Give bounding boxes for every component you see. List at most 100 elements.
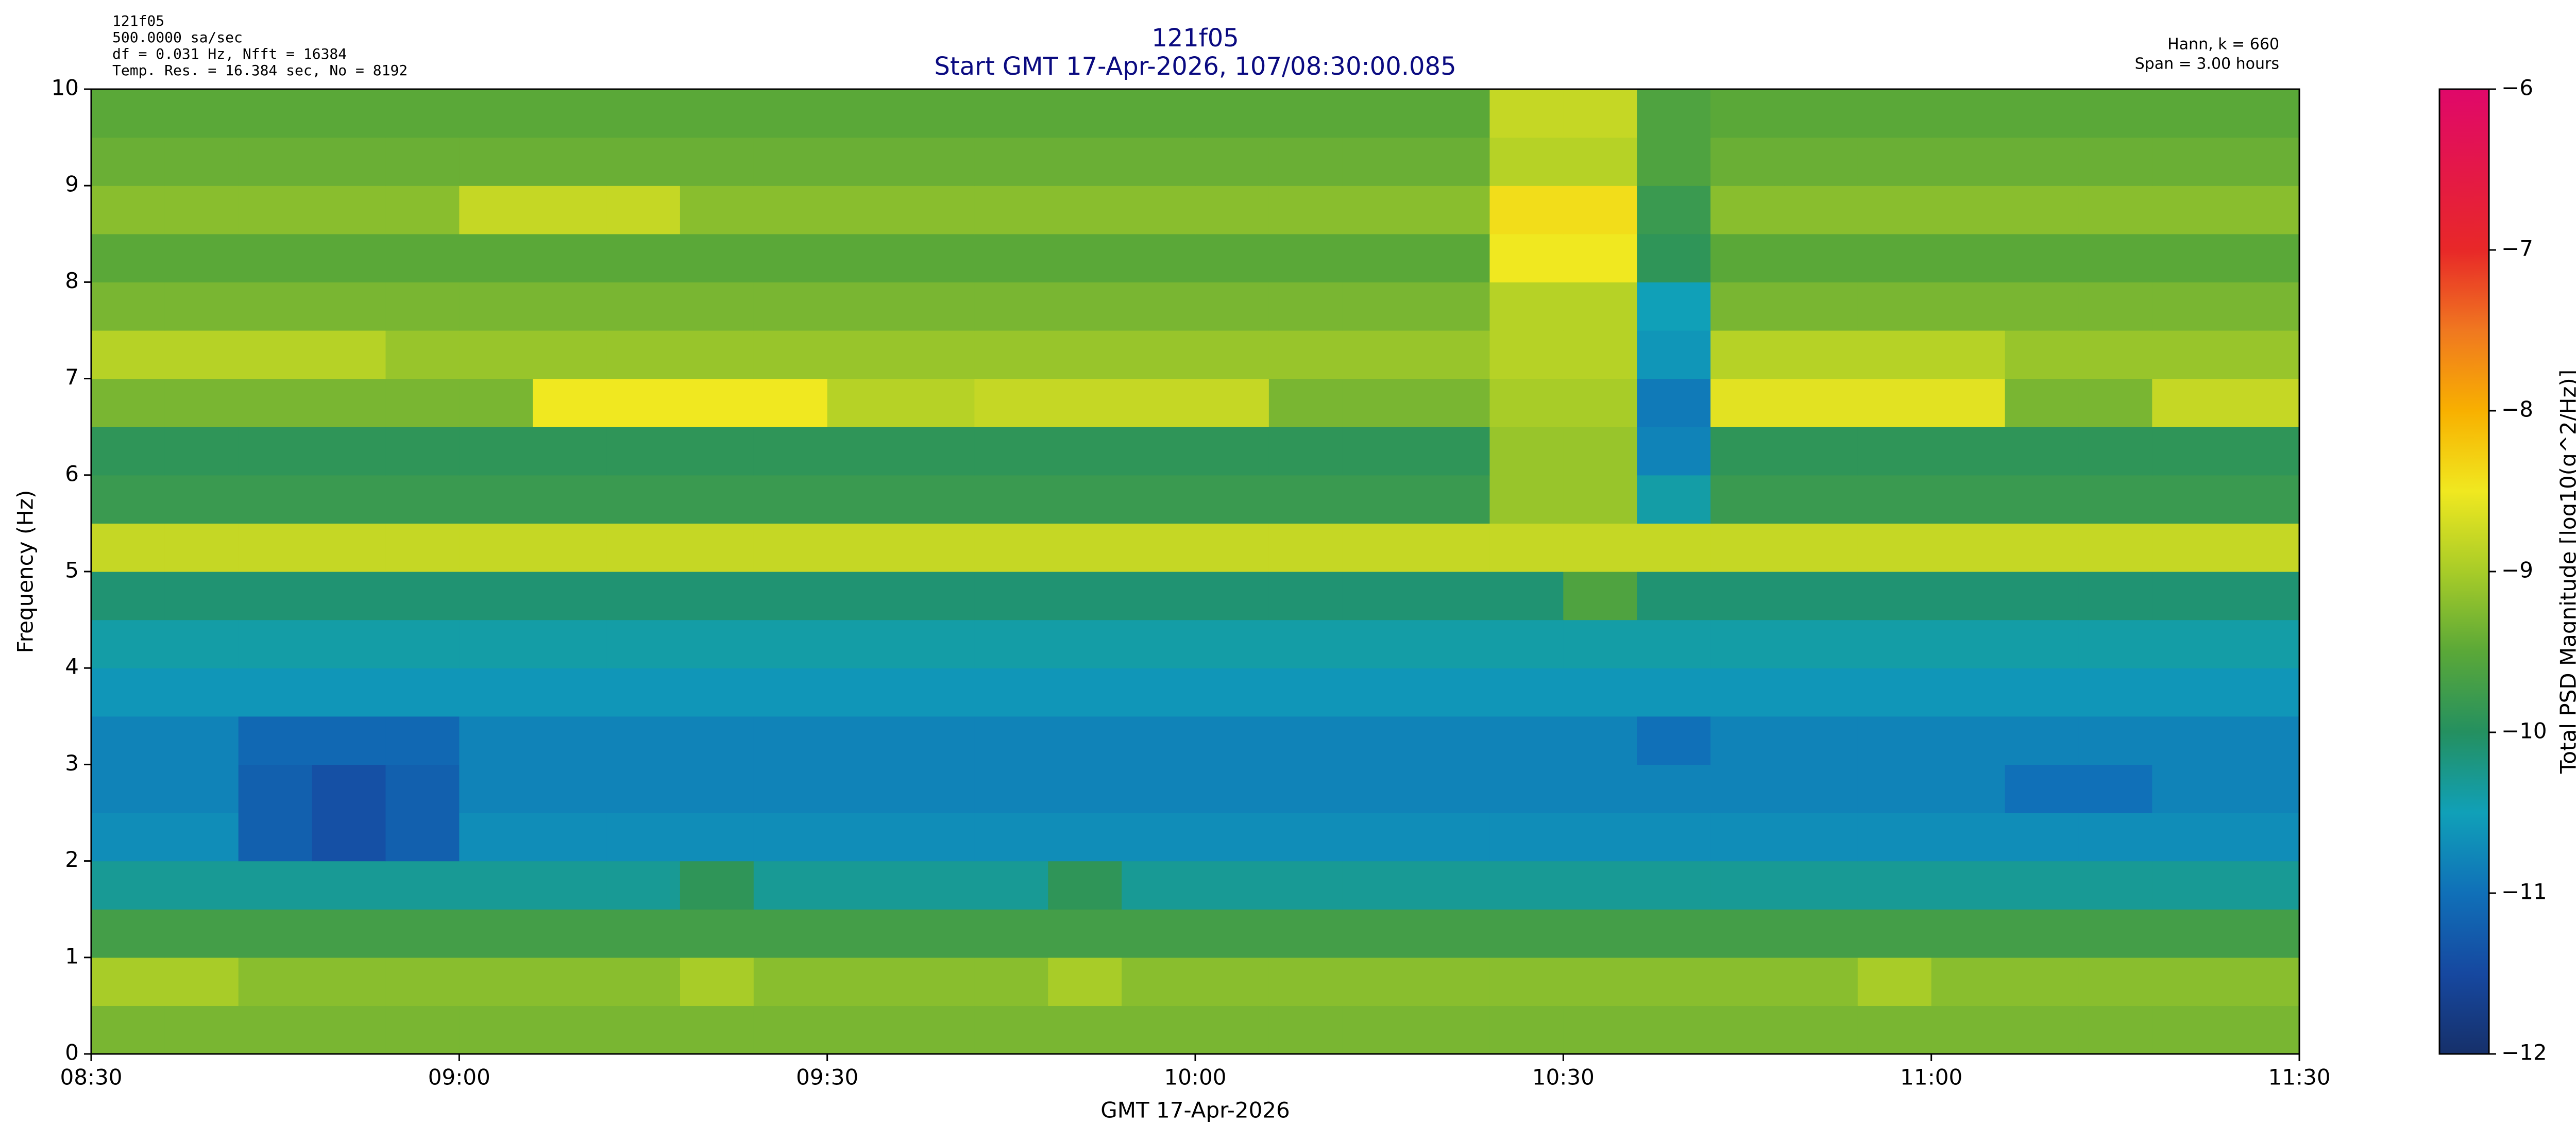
heatmap-cell bbox=[1710, 427, 1785, 476]
heatmap-cell bbox=[459, 523, 533, 572]
heatmap-cell bbox=[901, 137, 975, 186]
info-left: df = 0.031 Hz, Nfft = 16384 bbox=[112, 45, 347, 62]
heatmap-cell bbox=[1931, 716, 2006, 765]
heatmap-cell bbox=[1710, 282, 1785, 331]
y-tick-label: 9 bbox=[65, 172, 79, 197]
heatmap-cell bbox=[2005, 813, 2079, 862]
heatmap-cell bbox=[1637, 1005, 1711, 1054]
heatmap-cell bbox=[680, 282, 754, 331]
heatmap-cell bbox=[1342, 668, 1417, 717]
heatmap-cell bbox=[606, 764, 681, 813]
heatmap-cell bbox=[2152, 378, 2226, 427]
heatmap-cell bbox=[1637, 572, 1711, 621]
heatmap-cell bbox=[533, 764, 607, 813]
heatmap-cell bbox=[533, 186, 607, 234]
heatmap-cell bbox=[2226, 716, 2300, 765]
heatmap-cell bbox=[1710, 909, 1785, 958]
colorbar-tick-label: −9 bbox=[2501, 558, 2533, 583]
heatmap-cell bbox=[312, 813, 386, 862]
heatmap-cell bbox=[2005, 378, 2079, 427]
heatmap-cell bbox=[1784, 330, 1858, 379]
colorbar-label: Total PSD Magnitude [log10(g^2/Hz)] bbox=[2556, 370, 2576, 774]
heatmap-cell bbox=[91, 957, 165, 1006]
heatmap-cell bbox=[1195, 137, 1269, 186]
heatmap-cell bbox=[312, 619, 386, 668]
heatmap-cell bbox=[1563, 523, 1637, 572]
heatmap-cell bbox=[91, 282, 165, 331]
heatmap-cell bbox=[1489, 523, 1564, 572]
heatmap-cell bbox=[1195, 861, 1269, 910]
heatmap-cell bbox=[606, 957, 681, 1006]
y-tick-label: 4 bbox=[65, 654, 79, 679]
heatmap-cell bbox=[1489, 957, 1564, 1006]
heatmap-cell bbox=[1563, 668, 1637, 717]
heatmap-cell bbox=[1931, 1005, 2006, 1054]
heatmap-cell bbox=[2226, 957, 2300, 1006]
heatmap-cell bbox=[1489, 764, 1564, 813]
heatmap-cell bbox=[1710, 716, 1785, 765]
heatmap-cell bbox=[1931, 957, 2006, 1006]
heatmap-cell bbox=[1048, 330, 1122, 379]
heatmap-cell bbox=[1268, 233, 1343, 282]
heatmap-cell bbox=[753, 282, 828, 331]
heatmap-cell bbox=[2152, 861, 2226, 910]
heatmap-cell bbox=[827, 572, 902, 621]
heatmap-cell bbox=[1563, 813, 1637, 862]
heatmap-cell bbox=[1563, 764, 1637, 813]
heatmap-cell bbox=[91, 572, 165, 621]
heatmap-cell bbox=[2226, 813, 2300, 862]
heatmap-cell bbox=[164, 378, 239, 427]
heatmap-cell bbox=[1637, 427, 1711, 476]
heatmap-cell bbox=[753, 909, 828, 958]
heatmap-cell bbox=[606, 378, 681, 427]
heatmap-cell bbox=[385, 523, 460, 572]
heatmap-cell bbox=[974, 378, 1048, 427]
heatmap-cell bbox=[1416, 572, 1490, 621]
heatmap-cell bbox=[1710, 619, 1785, 668]
heatmap-cell bbox=[1195, 378, 1269, 427]
heatmap-cell bbox=[238, 619, 313, 668]
heatmap-cell bbox=[2005, 186, 2079, 234]
heatmap-cell bbox=[385, 861, 460, 910]
heatmap-cell bbox=[1268, 909, 1343, 958]
heatmap-cell bbox=[2152, 137, 2226, 186]
heatmap-cell bbox=[2152, 523, 2226, 572]
heatmap-cell bbox=[91, 813, 165, 862]
heatmap-cell bbox=[1122, 1005, 1196, 1054]
heatmap-cell bbox=[164, 1005, 239, 1054]
heatmap-cell bbox=[1048, 523, 1122, 572]
heatmap-cell bbox=[901, 861, 975, 910]
heatmap-cell bbox=[385, 378, 460, 427]
info-left: 500.0000 sa/sec bbox=[112, 29, 243, 46]
y-tick-label: 3 bbox=[65, 750, 79, 776]
heatmap-cell bbox=[164, 475, 239, 524]
heatmap-cell bbox=[459, 1005, 533, 1054]
heatmap-cell bbox=[312, 475, 386, 524]
heatmap-cell bbox=[1784, 668, 1858, 717]
heatmap-cell bbox=[1637, 137, 1711, 186]
heatmap-cell bbox=[901, 1005, 975, 1054]
heatmap-cell bbox=[1122, 233, 1196, 282]
heatmap-cell bbox=[2078, 957, 2153, 1006]
heatmap-cell bbox=[1489, 1005, 1564, 1054]
heatmap-cell bbox=[974, 1005, 1048, 1054]
heatmap-cell bbox=[2005, 668, 2079, 717]
heatmap-cell bbox=[1416, 764, 1490, 813]
heatmap-cell bbox=[1857, 909, 1932, 958]
heatmap-cell bbox=[827, 137, 902, 186]
x-tick-label: 09:00 bbox=[428, 1065, 490, 1090]
heatmap-cell bbox=[827, 89, 902, 138]
heatmap-cell bbox=[974, 233, 1048, 282]
heatmap-cell bbox=[2078, 909, 2153, 958]
heatmap-cell bbox=[1784, 813, 1858, 862]
heatmap-cell bbox=[1268, 137, 1343, 186]
heatmap-cell bbox=[1122, 186, 1196, 234]
heatmap-cell bbox=[1784, 475, 1858, 524]
heatmap-cell bbox=[1122, 523, 1196, 572]
heatmap-cell bbox=[164, 957, 239, 1006]
heatmap-cell bbox=[827, 523, 902, 572]
heatmap-cell bbox=[1931, 861, 2006, 910]
heatmap-cell bbox=[606, 282, 681, 331]
heatmap-cell bbox=[2078, 861, 2153, 910]
heatmap-cell bbox=[974, 619, 1048, 668]
